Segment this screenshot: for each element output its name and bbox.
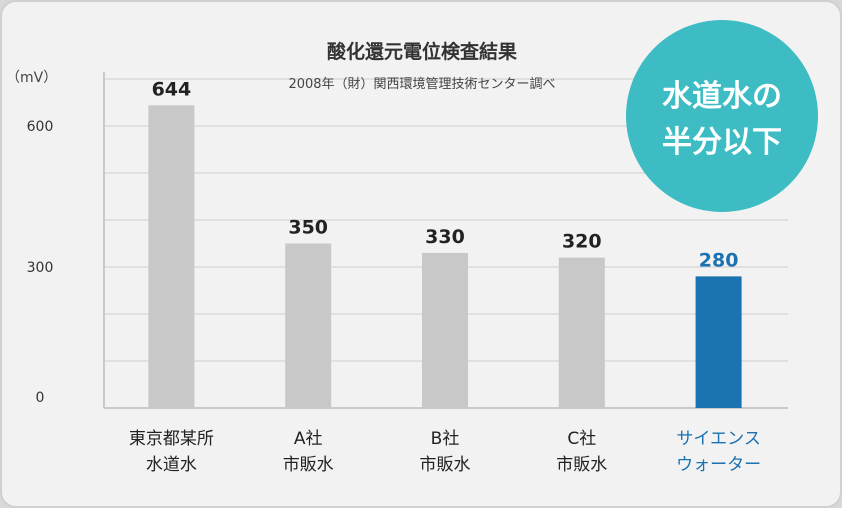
bar-1: [148, 105, 195, 408]
category-label: C社: [567, 429, 596, 449]
bar-value-label: 320: [562, 231, 602, 253]
category-label: 市販水: [283, 455, 334, 475]
bar-2: [285, 243, 332, 408]
bar-value-label: 280: [699, 249, 739, 271]
y-unit-label: （mV）: [6, 70, 57, 86]
bar-4: [558, 257, 605, 408]
bar-value-label: 350: [288, 217, 328, 239]
y-tick-label: 0: [36, 390, 45, 406]
badge-line2: 半分以下: [662, 125, 782, 160]
chart-title: 酸化還元電位検査結果: [327, 40, 517, 63]
category-label: 市販水: [420, 455, 471, 475]
category-label: サイエンス: [676, 429, 761, 449]
category-label: ウォーター: [676, 455, 761, 475]
badge-line1: 水道水の: [662, 79, 782, 114]
category-label: 東京都某所: [129, 429, 214, 449]
category-label: 水道水: [146, 455, 197, 475]
y-tick-label: 300: [27, 260, 54, 276]
badge-circle: [626, 20, 818, 212]
bar-5: [695, 276, 742, 408]
y-tick-label: 600: [27, 119, 54, 135]
category-label: A社: [294, 429, 323, 449]
category-label: B社: [431, 429, 460, 449]
chart-subtitle: 2008年（財）関西環境管理技術センター調べ: [288, 77, 555, 92]
bar-3: [422, 252, 468, 408]
category-label: 市販水: [556, 455, 607, 475]
bar-value-label: 644: [152, 78, 192, 100]
bar-value-label: 330: [425, 226, 465, 248]
